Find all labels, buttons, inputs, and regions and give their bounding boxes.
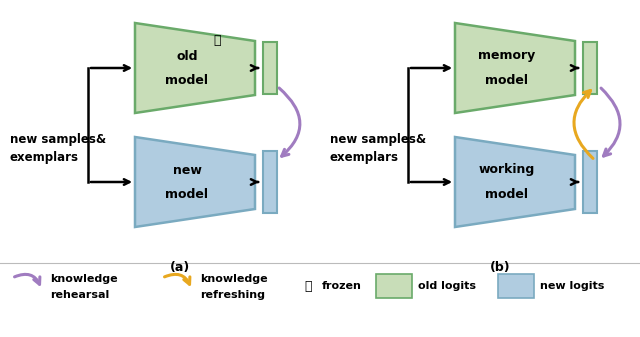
- Text: new logits: new logits: [540, 281, 604, 291]
- Polygon shape: [135, 137, 255, 227]
- Text: memory: memory: [478, 50, 536, 62]
- Polygon shape: [135, 23, 255, 113]
- Text: 🔒: 🔒: [304, 279, 312, 293]
- Text: model: model: [166, 187, 209, 201]
- FancyBboxPatch shape: [583, 42, 597, 94]
- FancyBboxPatch shape: [498, 274, 534, 298]
- Text: old logits: old logits: [418, 281, 476, 291]
- Text: exemplars: exemplars: [330, 152, 399, 164]
- Text: frozen: frozen: [322, 281, 362, 291]
- Text: refreshing: refreshing: [200, 290, 265, 300]
- Text: knowledge: knowledge: [50, 274, 118, 284]
- Text: working: working: [479, 163, 535, 177]
- FancyBboxPatch shape: [263, 151, 277, 213]
- Text: (a): (a): [170, 262, 190, 275]
- Text: model: model: [486, 73, 529, 87]
- Text: exemplars: exemplars: [10, 152, 79, 164]
- Text: model: model: [166, 73, 209, 87]
- FancyBboxPatch shape: [376, 274, 412, 298]
- Text: knowledge: knowledge: [200, 274, 268, 284]
- Text: (b): (b): [490, 262, 510, 275]
- Text: old: old: [176, 50, 198, 62]
- Text: rehearsal: rehearsal: [50, 290, 109, 300]
- Text: model: model: [486, 187, 529, 201]
- FancyBboxPatch shape: [263, 42, 277, 94]
- Text: new: new: [173, 163, 202, 177]
- Text: 🔒: 🔒: [213, 33, 221, 47]
- FancyBboxPatch shape: [583, 151, 597, 213]
- Polygon shape: [455, 23, 575, 113]
- Polygon shape: [455, 137, 575, 227]
- Text: new samples&: new samples&: [10, 133, 106, 147]
- Text: new samples&: new samples&: [330, 133, 426, 147]
